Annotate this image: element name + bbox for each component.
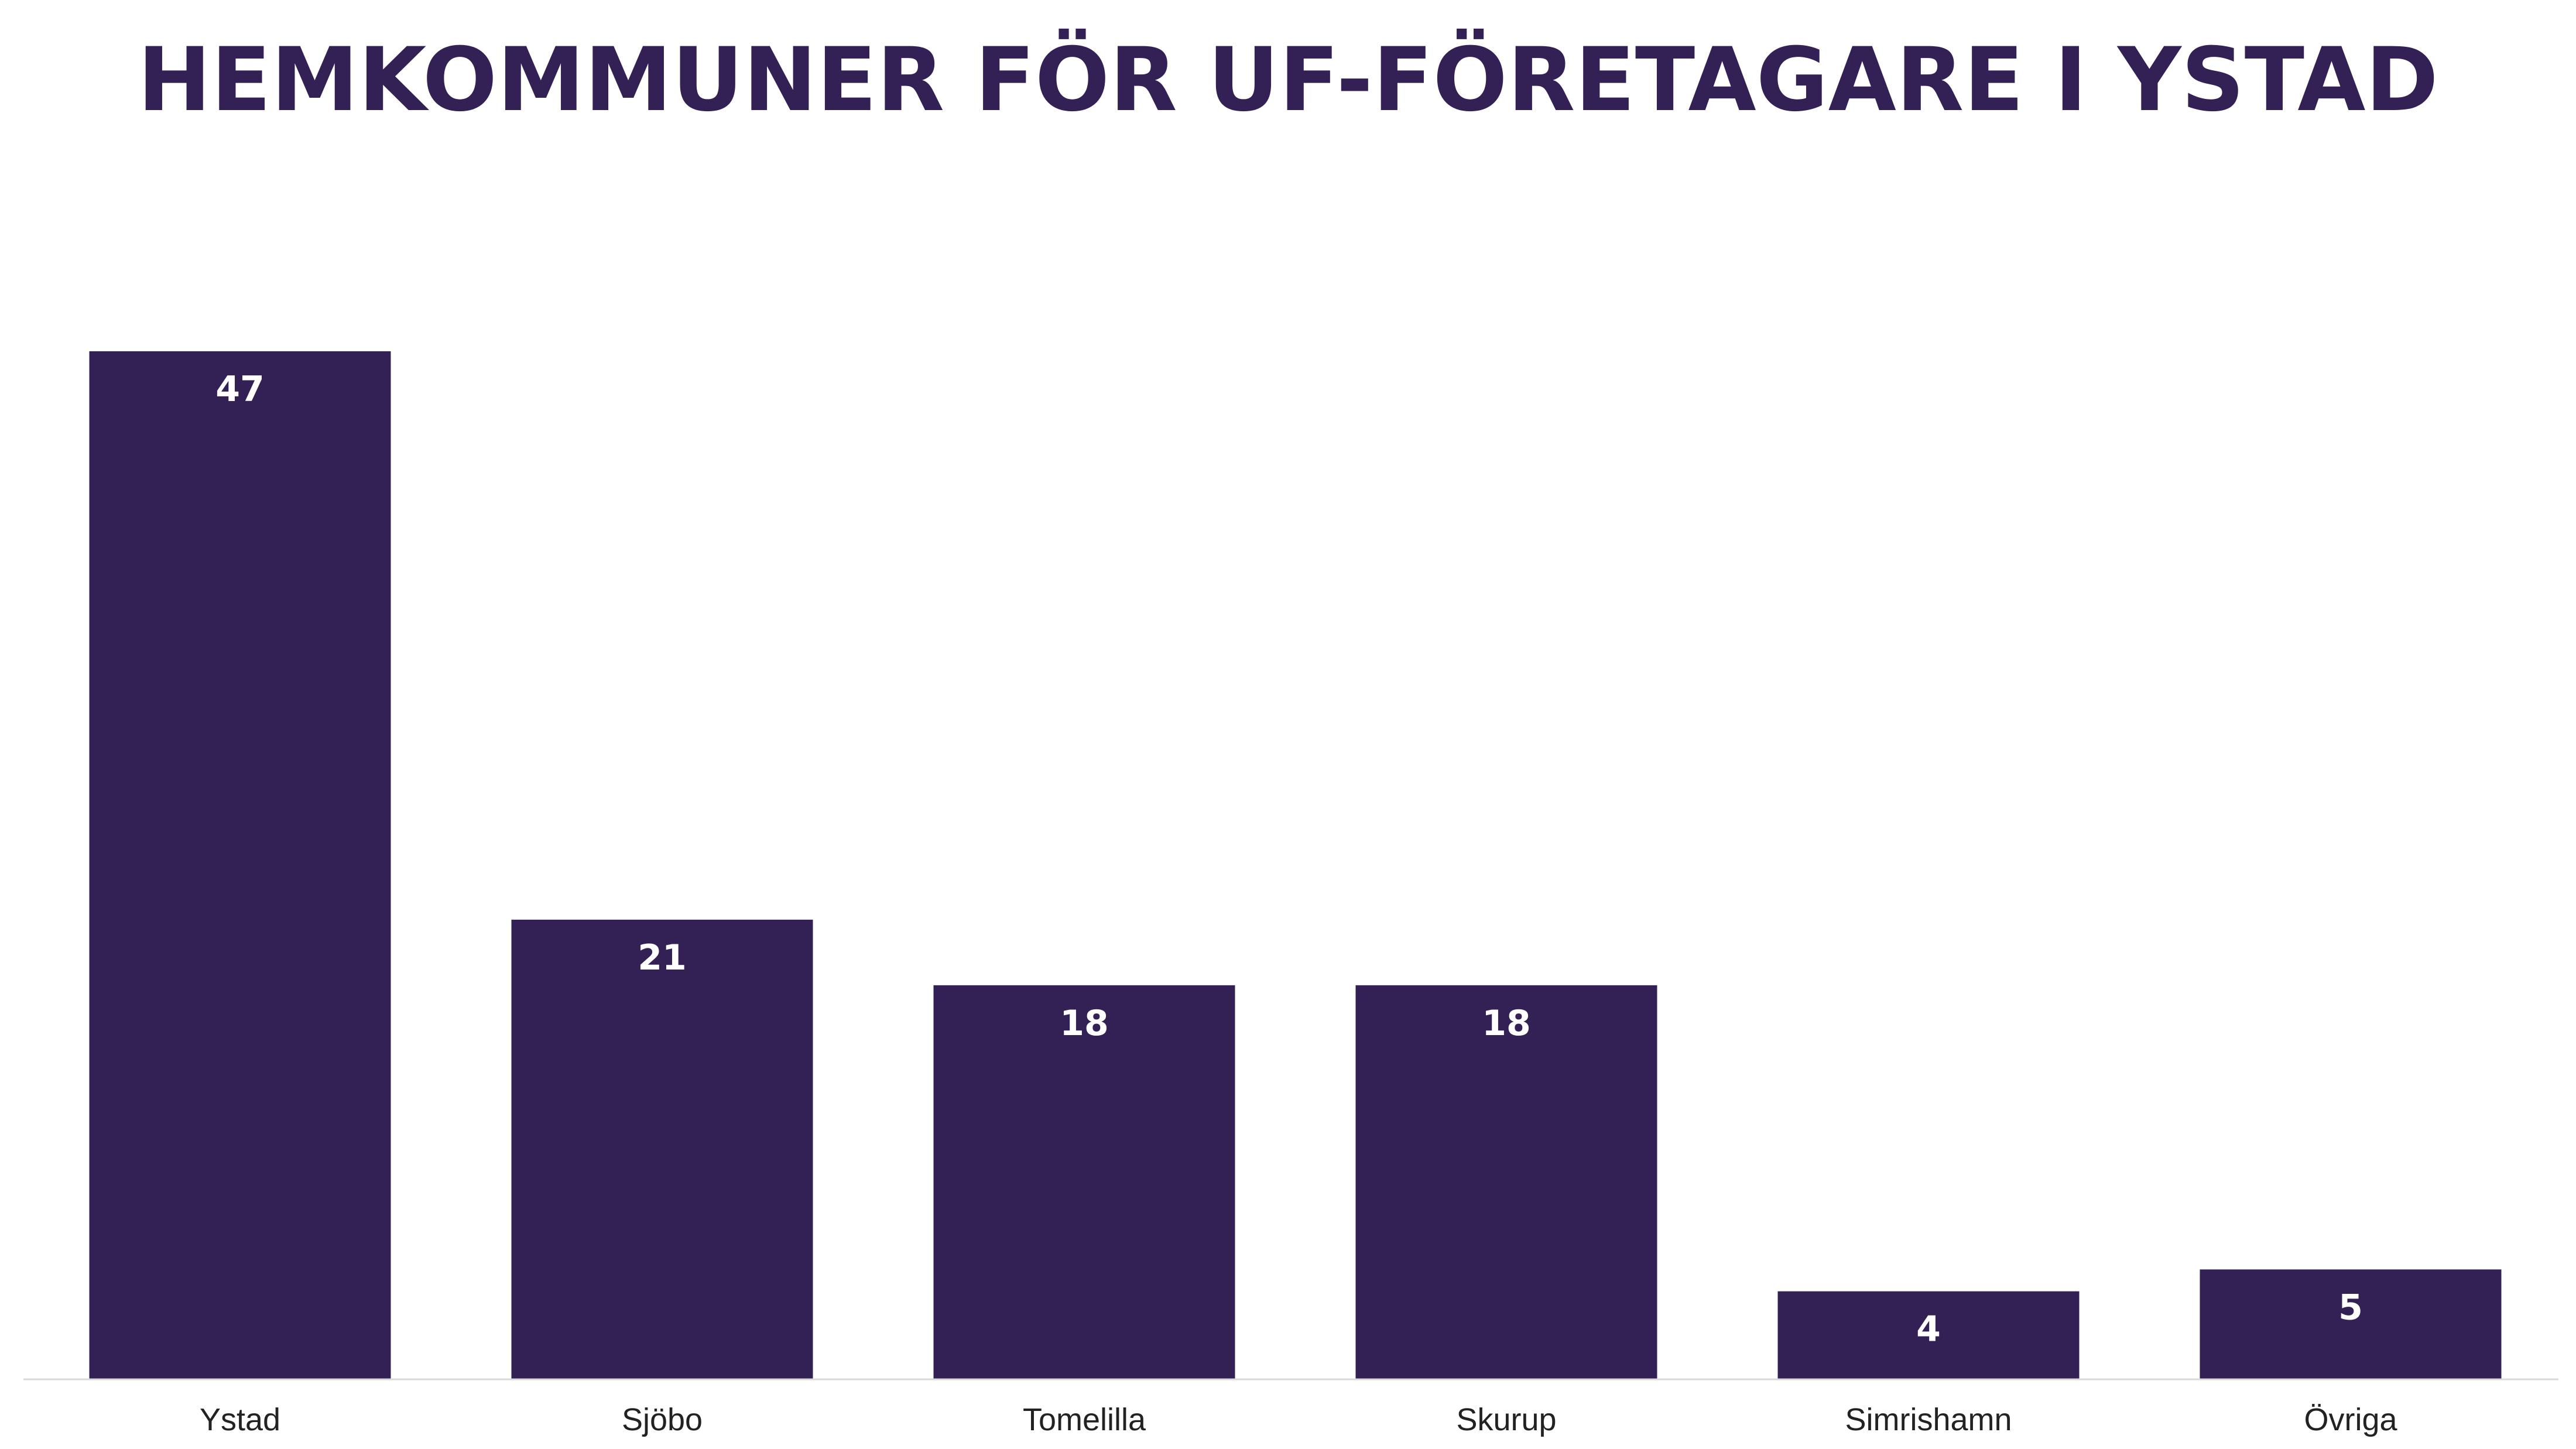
data-label: 18 xyxy=(1482,1003,1531,1044)
bar-skurup xyxy=(1355,985,1657,1379)
data-label: 18 xyxy=(1060,1003,1109,1044)
x-tick-label: Tomelilla xyxy=(1023,1402,1146,1437)
data-label: 21 xyxy=(638,937,687,978)
chart-title: HEMKOMMUNER FÖR UF-FÖRETAGARE I YSTAD xyxy=(137,29,2439,131)
x-tick-label: Skurup xyxy=(1456,1402,1556,1437)
bar-tomelilla xyxy=(933,985,1235,1379)
data-label: 4 xyxy=(1916,1309,1941,1350)
data-label: 47 xyxy=(215,369,265,410)
x-tick-label: Ystad xyxy=(200,1402,280,1437)
data-label: 5 xyxy=(2338,1287,2363,1328)
bar-simrishamn xyxy=(1777,1291,2080,1379)
bar-ystad xyxy=(89,351,391,1379)
x-tick-label: Simrishamn xyxy=(1845,1402,2012,1437)
data-labels-group: 47 21 18 18 4 5 xyxy=(215,369,2363,1350)
bar-övriga xyxy=(2200,1269,2502,1379)
x-tick-label: Sjöbo xyxy=(622,1402,703,1437)
x-tick-label: Övriga xyxy=(2304,1402,2397,1437)
bars-group xyxy=(89,351,2502,1379)
x-tick-labels-group: Ystad Sjöbo Tomelilla Skurup Simrishamn Övrig… xyxy=(200,1402,2398,1437)
bar-sjöbo xyxy=(511,919,813,1379)
